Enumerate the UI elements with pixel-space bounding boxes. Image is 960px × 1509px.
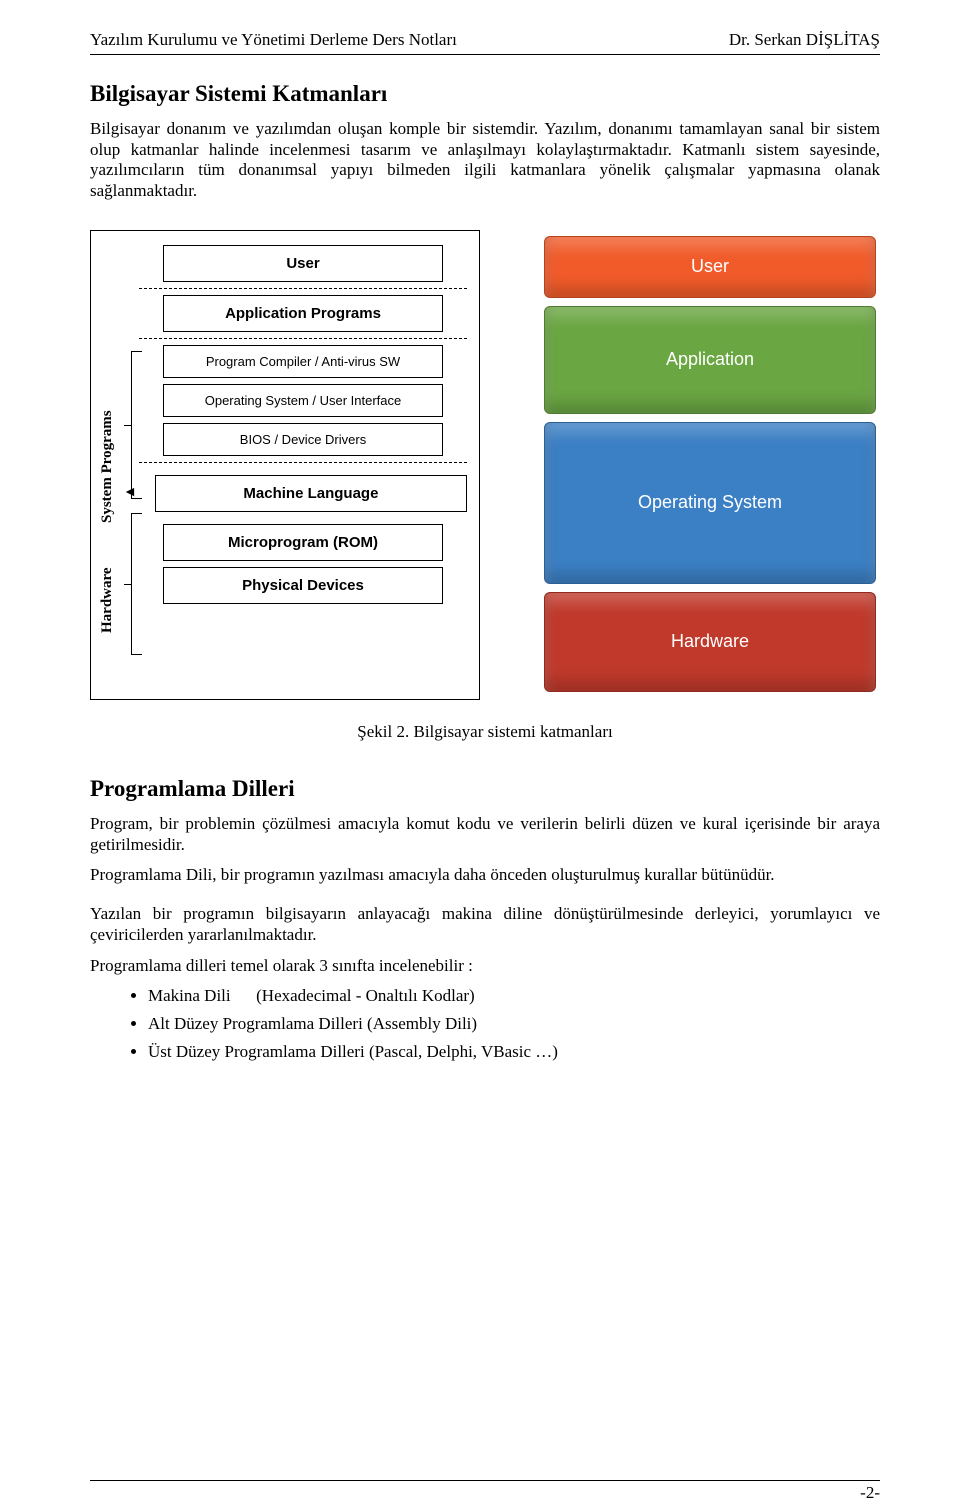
machine-language-row: ◄ Machine Language — [123, 469, 467, 518]
layer-box-microprogram: Microprogram (ROM) — [163, 524, 443, 561]
list-item: Alt Düzey Programlama Dilleri (Assembly … — [148, 1014, 880, 1034]
layer-box-machine-language: Machine Language — [155, 475, 467, 512]
layer-box-bios: BIOS / Device Drivers — [163, 423, 443, 456]
paragraph-program-def: Program, bir problemin çözülmesi amacıyl… — [90, 814, 880, 855]
bullet-machine-prefix: Makina Dili — [148, 986, 231, 1005]
diagram-left: User Application Programs System Program… — [90, 230, 480, 700]
layer-box-app-programs: Application Programs — [163, 295, 443, 332]
header-left: Yazılım Kurulumu ve Yönetimi Derleme Der… — [90, 30, 457, 50]
page: Yazılım Kurulumu ve Yönetimi Derleme Der… — [0, 0, 960, 1509]
bullet-machine-suffix: (Hexadecimal - Onaltılı Kodlar) — [256, 986, 475, 1005]
separator-icon — [139, 338, 467, 339]
color-layer-application: Application — [544, 306, 876, 414]
section-title-layers: Bilgisayar Sistemi Katmanları — [90, 81, 880, 107]
brace-icon — [131, 351, 147, 499]
section-title-prog-lang: Programlama Dilleri — [90, 776, 880, 802]
paragraph-proglang-def: Programlama Dili, bir programın yazılmas… — [90, 865, 880, 886]
side-label-hardware: Hardware — [99, 567, 116, 633]
diagram-right: User Application Operating System Hardwa… — [540, 230, 880, 700]
brace-icon — [131, 513, 147, 655]
separator-icon — [139, 288, 467, 289]
page-header: Yazılım Kurulumu ve Yönetimi Derleme Der… — [90, 30, 880, 55]
footer-rule — [90, 1480, 880, 1481]
page-number: -2- — [860, 1483, 880, 1503]
color-layer-hardware: Hardware — [544, 592, 876, 692]
separator-icon — [139, 462, 467, 463]
color-layer-os: Operating System — [544, 422, 876, 584]
list-item: Makina Dili (Hexadecimal - Onaltılı Kodl… — [148, 986, 880, 1006]
layer-box-compiler: Program Compiler / Anti-virus SW — [163, 345, 443, 378]
list-item: Üst Düzey Programlama Dilleri (Pascal, D… — [148, 1042, 880, 1062]
side-label-system-programs: System Programs — [99, 410, 116, 523]
bullet-list: Makina Dili (Hexadecimal - Onaltılı Kodl… — [90, 986, 880, 1062]
color-layer-user: User — [544, 236, 876, 298]
header-right: Dr. Serkan DİŞLİTAŞ — [729, 30, 880, 50]
layer-box-user: User — [163, 245, 443, 282]
layer-box-physical-devices: Physical Devices — [163, 567, 443, 604]
paragraph-translation: Yazılan bir programın bilgisayarın anlay… — [90, 904, 880, 945]
layer-box-os-ui: Operating System / User Interface — [163, 384, 443, 417]
diagram-area: User Application Programs System Program… — [90, 230, 880, 700]
figure-caption: Şekil 2. Bilgisayar sistemi katmanları — [90, 722, 880, 742]
paragraph-three-classes: Programlama dilleri temel olarak 3 sınıf… — [90, 956, 880, 977]
paragraph-layers-intro: Bilgisayar donanım ve yazılımdan oluşan … — [90, 119, 880, 202]
